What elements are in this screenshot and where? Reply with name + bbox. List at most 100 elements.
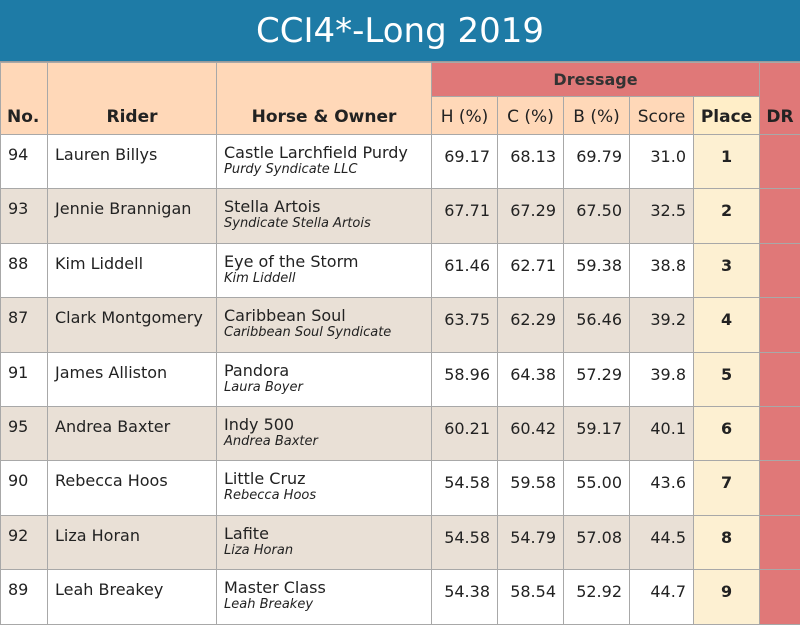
owner-name: Syndicate Stella Artois: [224, 216, 431, 232]
cell-b: 69.79: [564, 135, 630, 189]
cell-no: 87: [1, 298, 48, 352]
cell-h: 54.58: [432, 461, 498, 515]
cell-c: 64.38: [498, 352, 564, 406]
cell-no: 94: [1, 135, 48, 189]
cell-score: 43.6: [630, 461, 694, 515]
cell-place: 4: [694, 298, 760, 352]
cell-place: 2: [694, 189, 760, 243]
owner-name: Kim Liddell: [224, 271, 431, 287]
horse-name: Pandora: [224, 361, 431, 380]
header-rider: Rider: [48, 63, 217, 135]
cell-rider: Rebecca Hoos: [48, 461, 217, 515]
horse-name: Lafite: [224, 524, 431, 543]
horse-name: Little Cruz: [224, 469, 431, 488]
owner-name: Caribbean Soul Syndicate: [224, 325, 431, 341]
cell-score: 44.7: [630, 570, 694, 624]
cell-dr: [760, 189, 800, 243]
header-place: Place: [694, 97, 760, 135]
cell-b: 56.46: [564, 298, 630, 352]
cell-rider: Kim Liddell: [48, 243, 217, 297]
cell-place: 1: [694, 135, 760, 189]
cell-rider: Liza Horan: [48, 515, 217, 569]
cell-h: 69.17: [432, 135, 498, 189]
cell-no: 95: [1, 406, 48, 460]
owner-name: Laura Boyer: [224, 380, 431, 396]
cell-h: 58.96: [432, 352, 498, 406]
cell-h: 54.38: [432, 570, 498, 624]
cell-place: 5: [694, 352, 760, 406]
cell-no: 93: [1, 189, 48, 243]
owner-name: Purdy Syndicate LLC: [224, 162, 431, 178]
cell-no: 91: [1, 352, 48, 406]
cell-dr: [760, 298, 800, 352]
cell-score: 32.5: [630, 189, 694, 243]
cell-no: 92: [1, 515, 48, 569]
cell-dr: [760, 406, 800, 460]
cell-b: 67.50: [564, 189, 630, 243]
header-b: B (%): [564, 97, 630, 135]
cell-score: 38.8: [630, 243, 694, 297]
header-no: No.: [1, 63, 48, 135]
horse-name: Caribbean Soul: [224, 306, 431, 325]
cell-score: 31.0: [630, 135, 694, 189]
cell-score: 40.1: [630, 406, 694, 460]
header-c: C (%): [498, 97, 564, 135]
cell-no: 88: [1, 243, 48, 297]
cell-h: 67.71: [432, 189, 498, 243]
header-h: H (%): [432, 97, 498, 135]
owner-name: Andrea Baxter: [224, 434, 431, 450]
cell-dr: [760, 570, 800, 624]
cell-c: 58.54: [498, 570, 564, 624]
cell-rider: Andrea Baxter: [48, 406, 217, 460]
cell-c: 60.42: [498, 406, 564, 460]
horse-name: Master Class: [224, 578, 431, 597]
horse-name: Indy 500: [224, 415, 431, 434]
cell-dr: [760, 515, 800, 569]
header-horse-owner: Horse & Owner: [217, 63, 432, 135]
cell-score: 39.8: [630, 352, 694, 406]
header-score: Score: [630, 97, 694, 135]
cell-dr: [760, 352, 800, 406]
cell-score: 39.2: [630, 298, 694, 352]
cell-h: 63.75: [432, 298, 498, 352]
cell-c: 67.29: [498, 189, 564, 243]
cell-dr: [760, 135, 800, 189]
cell-place: 3: [694, 243, 760, 297]
cell-c: 54.79: [498, 515, 564, 569]
cell-place: 9: [694, 570, 760, 624]
cell-b: 57.08: [564, 515, 630, 569]
cell-rider: Clark Montgomery: [48, 298, 217, 352]
cell-score: 44.5: [630, 515, 694, 569]
cell-rider: Leah Breakey: [48, 570, 217, 624]
header-dr: DR: [760, 63, 800, 135]
cell-h: 54.58: [432, 515, 498, 569]
horse-name: Castle Larchfield Purdy: [224, 143, 431, 162]
cell-c: 59.58: [498, 461, 564, 515]
cell-no: 90: [1, 461, 48, 515]
results-table: No. Rider Horse & Owner Dressage DR H (%…: [0, 62, 800, 625]
cell-no: 89: [1, 570, 48, 624]
cell-dr: [760, 461, 800, 515]
cell-dr: [760, 243, 800, 297]
header-dressage: Dressage: [432, 63, 760, 97]
cell-place: 7: [694, 461, 760, 515]
cell-c: 68.13: [498, 135, 564, 189]
cell-c: 62.29: [498, 298, 564, 352]
horse-name: Eye of the Storm: [224, 252, 431, 271]
cell-h: 60.21: [432, 406, 498, 460]
